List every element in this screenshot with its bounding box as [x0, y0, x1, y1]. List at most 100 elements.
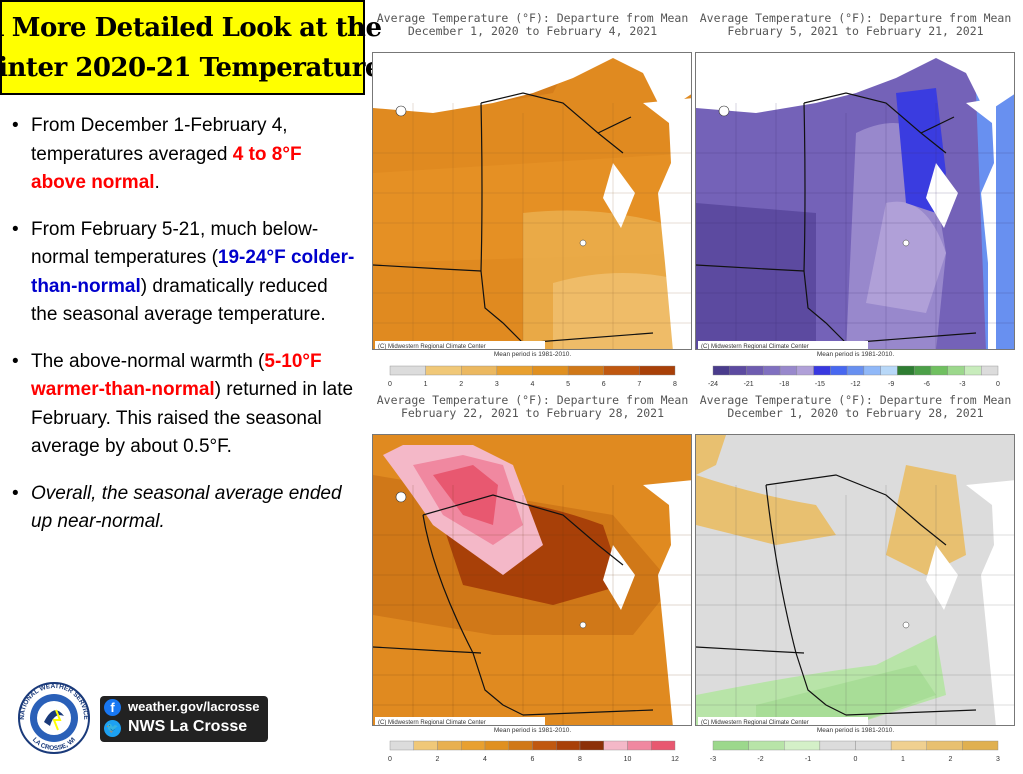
scale-label: -24: [708, 381, 718, 388]
map-frame: (C) Midwestern Regional Climate Center: [372, 52, 692, 350]
scale-swatch: [496, 365, 533, 376]
scale-swatch: [880, 365, 898, 376]
map-title-line-2: February 22, 2021 to February 28, 2021: [400, 406, 665, 420]
map-color-scale: -3 -2 -1 0 1 2 3: [710, 740, 1000, 763]
scale-swatch: [567, 365, 604, 376]
scale-swatch: [389, 740, 414, 751]
map-mean-period: Mean period is 1981-2010.: [493, 727, 572, 734]
map-title-line-2: December 1, 2020 to February 4, 2021: [407, 24, 658, 38]
bullet-text-post: ) dramatically reduced the seasonal aver…: [31, 275, 328, 326]
scale-swatch: [603, 365, 640, 376]
scale-swatch: [947, 365, 965, 376]
scale-label: 0: [996, 381, 1000, 388]
scale-label: -1: [805, 756, 811, 763]
scale-swatch: [413, 740, 438, 751]
scale-swatch: [913, 365, 932, 376]
nws-badge: NATIONAL WEATHER SERVICE LA CROSSE, WI f…: [14, 682, 269, 754]
map-mean-period: Mean period is 1981-2010.: [816, 727, 895, 734]
map-title-line-1: Average Temperature (°F): Departure from…: [376, 393, 689, 407]
scale-swatch: [897, 365, 915, 376]
scale-swatch: [461, 365, 498, 376]
bullet-highlight: 19-24°F colder-than-normal: [31, 247, 355, 297]
bullet-text: From February 5-21, much below-normal te…: [31, 216, 357, 330]
scale-label: 4: [483, 756, 487, 763]
scale-swatch: [926, 740, 963, 751]
map-mean-period: Mean period is 1981-2010.: [816, 351, 895, 358]
scale-swatch: [930, 365, 948, 376]
scale-swatch: [389, 365, 426, 376]
scale-swatch: [579, 740, 604, 751]
temperature-map: (C) Midwestern Regional Climate Center: [696, 53, 1014, 350]
map-credit: (C) Midwestern Regional Climate Center: [701, 720, 809, 726]
twitter-icon[interactable]: 🐦: [104, 720, 121, 737]
map-frame: (C) Midwestern Regional Climate Center: [695, 52, 1015, 350]
map-color-scale: 0 1 2 3 4 5 6 7 8: [388, 365, 677, 388]
scale-swatch: [863, 365, 881, 376]
map-credit: (C) Midwestern Regional Climate Center: [378, 344, 486, 350]
bullet-item: • The above-normal warmth (5-10°F warmer…: [12, 348, 357, 462]
scale-swatch: [962, 740, 999, 751]
scale-label: -2: [757, 756, 763, 763]
scale-swatch: [779, 365, 798, 376]
temperature-map: (C) Midwestern Regional Climate Center: [373, 53, 691, 350]
scale-swatch: [556, 740, 581, 751]
bullet-item: • From February 5-21, much below-normal …: [12, 216, 357, 330]
bullet-text-post: ) returned in late February. This raised…: [31, 379, 354, 457]
scale-swatch: [819, 740, 856, 751]
map-title: Average Temperature (°F): Departure from…: [370, 394, 695, 420]
map-frame: (C) Midwestern Regional Climate Center: [695, 434, 1015, 726]
map-title: Average Temperature (°F): Departure from…: [693, 12, 1018, 38]
scale-label: -15: [815, 381, 825, 388]
scale-label: 1: [424, 381, 428, 388]
scale-label: 3: [495, 381, 499, 388]
scale-label: 2: [949, 756, 953, 763]
scale-swatch: [603, 740, 628, 751]
bullet-text: The above-normal warmth (5-10°F warmer-t…: [31, 348, 357, 462]
scale-swatch: [784, 740, 821, 751]
scale-label: 8: [673, 381, 677, 388]
scale-label: 6: [602, 381, 606, 388]
scale-label: 0: [388, 381, 392, 388]
facebook-icon[interactable]: f: [104, 699, 121, 716]
bullet-highlight: 5-10°F warmer-than-normal: [31, 350, 322, 401]
scale-label: -21: [744, 381, 754, 388]
scale-swatch: [532, 365, 569, 376]
scale-swatch: [425, 365, 462, 376]
map-panel-feb22-feb28: Average Temperature (°F): Departure from…: [370, 394, 695, 774]
map-title: Average Temperature (°F): Departure from…: [370, 12, 695, 38]
scale-label: 6: [531, 756, 535, 763]
bullet-text: Overall, the seasonal average ended up n…: [31, 482, 342, 533]
scale-swatch: [890, 740, 927, 751]
temperature-map: (C) Midwestern Regional Climate Center: [373, 435, 691, 725]
bullet-text: From December 1-February 4, temperatures…: [31, 112, 357, 198]
website-link[interactable]: weather.gov/lacrosse: [128, 699, 260, 714]
title-line-2: Winter 2020-21 Temperatures: [0, 52, 396, 83]
bullet-highlight: 4 to 8°F above normal: [31, 143, 302, 194]
bullet-text-pre: From December 1-February 4, temperatures…: [31, 115, 288, 165]
scale-label: 7: [637, 381, 641, 388]
scale-label: 12: [671, 756, 679, 763]
map-title-line-1: Average Temperature (°F): Departure from…: [699, 11, 1012, 25]
scale-swatch: [729, 365, 747, 376]
map-title: Average Temperature (°F): Departure from…: [693, 394, 1018, 420]
title-banner: A More Detailed Look at the Winter 2020-…: [0, 0, 396, 95]
scale-swatch: [830, 365, 848, 376]
scale-swatch: [437, 740, 462, 751]
scale-swatch: [763, 365, 781, 376]
scale-swatch: [846, 365, 865, 376]
scale-swatch: [508, 740, 533, 751]
scale-swatch: [532, 740, 557, 751]
scale-label: -9: [888, 381, 894, 388]
scale-label: 10: [624, 756, 632, 763]
scale-label: 4: [531, 381, 535, 388]
title-line-1: A More Detailed Look at the: [0, 12, 382, 43]
scale-label: 2: [436, 756, 440, 763]
scale-label: -3: [710, 756, 716, 763]
scale-label: 1: [901, 756, 905, 763]
scale-swatch: [748, 740, 785, 751]
map-credit: (C) Midwestern Regional Climate Center: [701, 344, 809, 350]
scale-swatch: [813, 365, 831, 376]
scale-swatch: [712, 365, 730, 376]
bullet-item: • From December 1-February 4, temperatur…: [12, 112, 357, 198]
bullet-item: • Overall, the seasonal average ended up…: [12, 480, 357, 537]
